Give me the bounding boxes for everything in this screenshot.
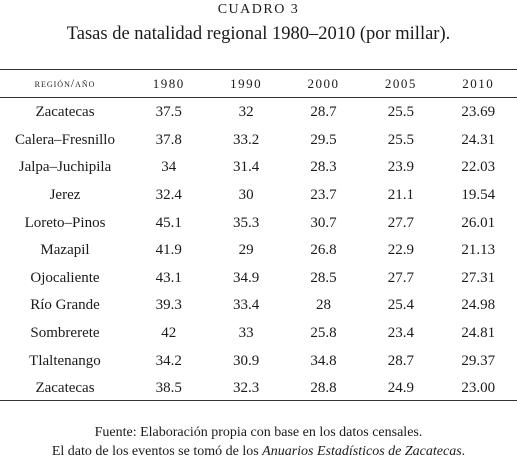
column-header-year: 2000 <box>307 75 340 91</box>
rate-cell: 28 <box>315 297 331 314</box>
rate-cell: 41.9 <box>155 242 182 259</box>
rate-cell: 37.8 <box>155 131 182 148</box>
region-cell: Mazapil <box>40 242 90 259</box>
rate-cell: 43.1 <box>155 269 182 286</box>
rate-cell: 33 <box>238 325 254 342</box>
table-row: Sombrerete 42 33 25.8 23.4 24.81 <box>0 320 517 348</box>
table-row: Mazapil 41.9 29 26.8 22.9 21.13 <box>0 237 517 265</box>
rate-cell: 31.4 <box>232 159 260 176</box>
rate-cell: 30.9 <box>232 352 260 369</box>
rate-cell: 39.3 <box>155 297 182 314</box>
column-header-region: región/año <box>34 77 96 90</box>
rate-cell: 38.5 <box>155 380 182 397</box>
region-cell: Zacatecas <box>35 104 95 121</box>
region-cell: Loreto–Pinos <box>24 214 106 231</box>
rate-cell: 21.13 <box>461 242 496 259</box>
column-header-year: 1980 <box>152 75 185 91</box>
rate-cell: 21.1 <box>387 187 414 204</box>
source-line-1: Fuente: Elaboración propia con base en l… <box>94 425 423 440</box>
region-cell: Zacatecas <box>35 380 95 397</box>
table-row: Río Grande 39.3 33.4 28 25.4 24.98 <box>0 292 517 320</box>
table-row: Calera–Fresnillo 37.8 33.2 29.5 25.5 24.31 <box>0 127 517 155</box>
rate-cell: 22.9 <box>387 242 414 259</box>
rate-cell: 28.8 <box>310 380 337 397</box>
rate-cell: 27.7 <box>387 269 414 286</box>
rate-cell: 25.5 <box>387 131 414 148</box>
table-top-rule <box>0 69 517 70</box>
rate-cell: 33.2 <box>232 131 260 148</box>
rate-cell: 29.5 <box>310 131 337 148</box>
rate-cell: 28.7 <box>310 104 337 121</box>
rate-cell: 42 <box>161 325 177 342</box>
rate-cell: 34.9 <box>232 269 260 286</box>
source-line-2-prefix: El dato de los eventos se tomó de los <box>51 444 263 459</box>
table-row: Ojocaliente 43.1 34.9 28.5 27.7 27.31 <box>0 265 517 293</box>
region-cell: Sombrerete <box>30 325 100 342</box>
table-row: Zacatecas 37.5 32 28.7 25.5 23.69 <box>0 97 517 127</box>
rate-cell: 29.37 <box>461 352 496 369</box>
table-row: Zacatecas 38.5 32.3 28.8 24.9 23.00 <box>0 375 517 403</box>
rate-cell: 27.31 <box>461 269 496 286</box>
region-cell: Jerez <box>49 187 81 204</box>
table-row: Tlaltenango 34.2 30.9 34.8 28.7 29.37 <box>0 347 517 375</box>
rate-cell: 22.03 <box>461 159 496 176</box>
region-cell: Tlaltenango <box>29 352 101 369</box>
rate-cell: 23.4 <box>387 325 414 342</box>
table-row: Loreto–Pinos 45.1 35.3 30.7 27.7 26.01 <box>0 209 517 237</box>
source-publication-title: Anuarios Estadísticos de Zacatecas <box>262 444 462 459</box>
rate-cell: 37.5 <box>155 104 182 121</box>
rate-cell: 32 <box>238 104 254 121</box>
rate-cell: 30.7 <box>310 214 337 231</box>
rate-cell: 32.4 <box>155 187 182 204</box>
rate-cell: 34.8 <box>310 352 337 369</box>
table-body: Zacatecas 37.5 32 28.7 25.5 23.69 Calera–Fresn… <box>0 97 517 403</box>
rate-cell: 25.4 <box>387 297 414 314</box>
region-cell: Río Grande <box>30 297 100 314</box>
rate-cell: 28.5 <box>310 269 337 286</box>
table-header-row: región/año 1980 1990 2000 2005 2010 <box>0 70 517 97</box>
rate-cell: 28.7 <box>387 352 414 369</box>
rate-cell: 26.01 <box>461 214 496 231</box>
birth-rate-table: región/año 1980 1990 2000 2005 2010 Zaca… <box>0 70 517 403</box>
rate-cell: 26.8 <box>310 242 337 259</box>
rate-cell: 25.5 <box>387 104 414 121</box>
rate-cell: 29 <box>238 242 254 259</box>
rate-cell: 28.3 <box>310 159 337 176</box>
column-header-year: 2010 <box>462 75 495 91</box>
column-header-year: 1990 <box>230 75 263 91</box>
rate-cell: 33.4 <box>232 297 260 314</box>
region-cell: Jalpa–Juchipila <box>18 159 112 176</box>
table-bottom-rule <box>0 400 517 401</box>
region-cell: Ojocaliente <box>30 269 100 286</box>
rate-cell: 23.7 <box>310 187 337 204</box>
source-line-2: El dato de los eventos se tomó de los An… <box>0 442 517 461</box>
region-cell: Calera–Fresnillo <box>15 131 115 148</box>
table-caption-label: CUADRO 3 <box>217 2 300 17</box>
table-row: Jerez 32.4 30 23.7 21.1 19.54 <box>0 182 517 210</box>
source-line-2-suffix: . <box>461 444 466 459</box>
rate-cell: 23.9 <box>387 159 414 176</box>
rate-cell: 27.7 <box>387 214 414 231</box>
rate-cell: 24.81 <box>461 325 496 342</box>
rate-cell: 32.3 <box>232 380 260 397</box>
table-header-rule <box>0 97 517 98</box>
rate-cell: 19.54 <box>461 187 496 204</box>
table-source-note: Fuente: Elaboración propia con base en l… <box>0 423 517 461</box>
rate-cell: 25.8 <box>310 325 337 342</box>
column-header-year: 2005 <box>384 75 417 91</box>
rate-cell: 24.98 <box>461 297 496 314</box>
rate-cell: 34 <box>161 159 177 176</box>
rate-cell: 24.9 <box>387 380 414 397</box>
rate-cell: 23.00 <box>461 380 496 397</box>
rate-cell: 23.69 <box>461 104 496 121</box>
rate-cell: 35.3 <box>232 214 260 231</box>
table-caption-title: Tasas de natalidad regional 1980–2010 (p… <box>66 24 451 44</box>
rate-cell: 45.1 <box>155 214 182 231</box>
rate-cell: 24.31 <box>461 131 496 148</box>
rate-cell: 34.2 <box>155 352 182 369</box>
rate-cell: 30 <box>238 187 254 204</box>
table-row: Jalpa–Juchipila 34 31.4 28.3 23.9 22.03 <box>0 154 517 182</box>
